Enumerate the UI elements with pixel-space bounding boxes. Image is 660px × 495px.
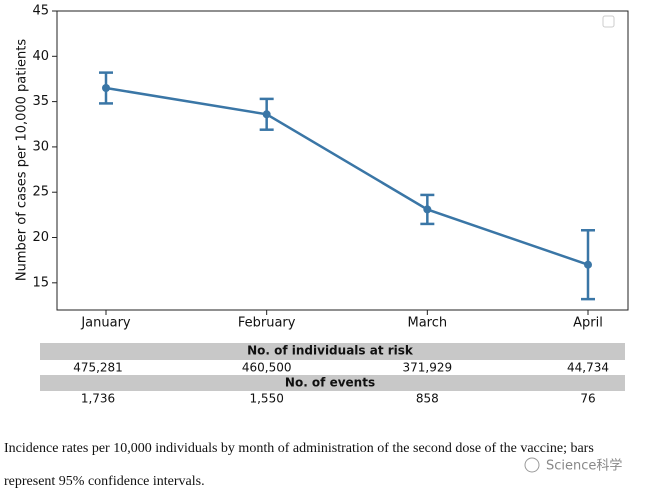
table-cell: 475,281 <box>73 361 123 375</box>
table-cell: 858 <box>416 392 439 406</box>
table-cell: 1,550 <box>249 392 283 406</box>
plot-frame <box>56 10 629 311</box>
table-cell: 371,929 <box>403 361 453 375</box>
y-tick-label: 35 <box>32 94 49 109</box>
line <box>105 86 589 266</box>
watermark: Science科学 <box>546 458 622 474</box>
table-cell: 44,734 <box>567 361 609 375</box>
y-tick-label: 40 <box>32 49 49 64</box>
y-tick-label: 25 <box>32 185 49 200</box>
y-tick-label: 45 <box>32 4 49 19</box>
point <box>102 84 110 93</box>
table-cell: 76 <box>580 392 595 406</box>
table-band <box>40 343 625 360</box>
point <box>584 260 592 269</box>
x-tick-label: March <box>408 316 448 331</box>
table-cell: 1,736 <box>81 392 115 406</box>
legend-box <box>602 15 615 28</box>
y-tick-label: 15 <box>32 275 49 290</box>
table-header: No. of individuals at risk <box>247 344 414 358</box>
x-tick-label: February <box>238 316 296 331</box>
table-band <box>40 375 625 391</box>
caption: represent 95% confidence intervals. <box>4 474 205 489</box>
x-tick-label: January <box>80 316 131 331</box>
x-tick-label: April <box>573 316 603 331</box>
point <box>262 110 271 119</box>
point <box>423 205 432 214</box>
table-cell: 460,500 <box>242 361 292 375</box>
watermark-icon <box>524 457 540 473</box>
y-tick-label: 20 <box>32 230 49 245</box>
table-header: No. of events <box>285 376 375 390</box>
y-axis-label: Number of cases per 10,000 patients <box>15 39 30 281</box>
caption: Incidence rates per 10,000 individuals b… <box>4 441 594 456</box>
y-tick-label: 30 <box>32 139 49 154</box>
